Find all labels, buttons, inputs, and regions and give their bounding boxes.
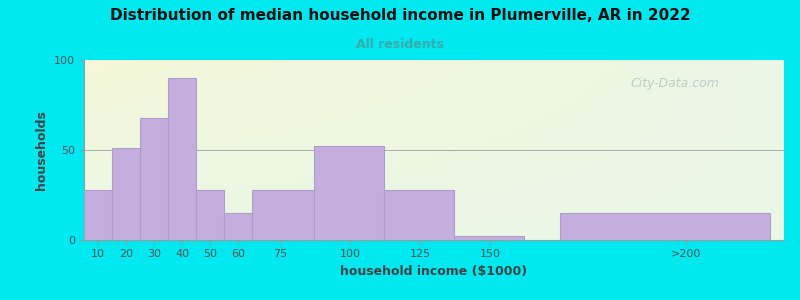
Text: City-Data.com: City-Data.com: [630, 77, 719, 90]
Bar: [196, 190, 224, 240]
Bar: [384, 190, 454, 240]
Text: All residents: All residents: [356, 38, 444, 50]
Bar: [224, 213, 252, 240]
Y-axis label: households: households: [35, 110, 49, 190]
Bar: [252, 190, 314, 240]
Bar: [84, 190, 112, 240]
Bar: [140, 118, 168, 240]
Bar: [314, 146, 384, 240]
X-axis label: household income ($1000): household income ($1000): [341, 265, 527, 278]
Bar: [454, 236, 524, 240]
Bar: [168, 78, 196, 240]
Bar: [112, 148, 140, 240]
Bar: [560, 213, 770, 240]
Text: Distribution of median household income in Plumerville, AR in 2022: Distribution of median household income …: [110, 8, 690, 22]
